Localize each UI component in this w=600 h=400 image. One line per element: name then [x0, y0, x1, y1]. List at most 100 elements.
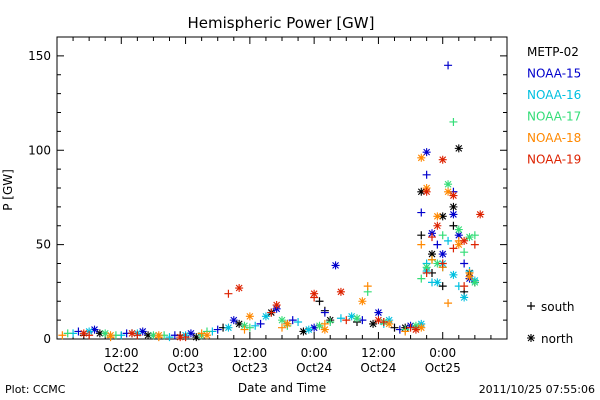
- data-point-north: [272, 301, 281, 310]
- data-point-south: [401, 327, 410, 336]
- data-point-north: [417, 153, 426, 162]
- data-point-south: [417, 208, 426, 217]
- data-point-south: [165, 333, 174, 342]
- footer-timestamp: 2011/10/25 07:55:06: [479, 383, 595, 396]
- data-point-north: [454, 225, 463, 234]
- data-point-north: [470, 278, 479, 287]
- data-point-north: [438, 155, 447, 164]
- data-point-south: [74, 327, 83, 336]
- data-point-south: [213, 325, 222, 334]
- data-point-north: [422, 187, 431, 196]
- data-point-south: [428, 233, 436, 242]
- data-point-south: [444, 299, 453, 308]
- data-point-north: [353, 314, 361, 323]
- data-points: [58, 61, 485, 342]
- footer-credit: Plot: CCMC: [5, 383, 66, 396]
- x-tick-date-label: Oct22: [103, 361, 139, 375]
- data-point-north: [460, 293, 469, 302]
- data-point-north: [192, 333, 201, 342]
- x-tick-date-label: Oct24: [360, 361, 396, 375]
- x-tick-date-label: Oct23: [168, 361, 204, 375]
- data-point-south: [85, 331, 94, 340]
- data-point-south: [278, 323, 286, 332]
- data-point-south: [422, 268, 431, 277]
- data-point-south: [326, 318, 335, 327]
- data-point-south: [320, 308, 329, 317]
- data-point-north: [95, 329, 104, 338]
- marker-legend: south north: [527, 300, 575, 346]
- x-tick-time-label: 0:00: [429, 346, 456, 360]
- data-point-south: [245, 323, 254, 332]
- data-point-south: [358, 316, 367, 325]
- data-point-north: [385, 319, 394, 328]
- data-point-north: [449, 191, 458, 200]
- data-point-north: [304, 325, 313, 334]
- data-point-south: [336, 314, 345, 323]
- data-point-north: [203, 331, 211, 340]
- x-tick-time-label: 0:00: [172, 346, 199, 360]
- marker-legend-south-label: south: [541, 300, 575, 314]
- data-point-north: [358, 297, 367, 306]
- data-point-south: [133, 331, 142, 340]
- legend-entry: NOAA-16: [527, 88, 581, 102]
- data-point-north: [336, 287, 345, 296]
- x-axis-label: Date and Time: [238, 381, 326, 395]
- data-point-north: [235, 284, 244, 293]
- data-point-south: [433, 240, 442, 249]
- data-point-south: [288, 316, 297, 325]
- data-point-north: [320, 325, 329, 334]
- data-point-north: [422, 263, 431, 272]
- data-point-north: [369, 319, 378, 328]
- data-point-north: [245, 312, 254, 321]
- data-point-north: [433, 221, 442, 230]
- data-point-south: [417, 231, 426, 240]
- data-point-south: [379, 318, 388, 327]
- x-tick-date-label: Oct25: [425, 361, 461, 375]
- data-point-north: [278, 316, 286, 325]
- chart-title: Hemispheric Power [GW]: [188, 14, 375, 32]
- data-point-south: [197, 329, 206, 338]
- data-point-south: [256, 319, 265, 328]
- data-point-north: [224, 323, 233, 332]
- data-point-north: [454, 240, 463, 249]
- data-point-north: [299, 327, 308, 336]
- data-point-south: [460, 248, 469, 257]
- data-point-north: [128, 329, 136, 338]
- data-point-south: [251, 321, 260, 330]
- data-point-north: [433, 259, 442, 268]
- data-point-north: [433, 278, 442, 287]
- data-point-south: [315, 297, 324, 306]
- data-point-north: [417, 323, 426, 332]
- legend-entry: NOAA-15: [527, 67, 581, 81]
- x-tick-time-label: 12:00: [104, 346, 139, 360]
- data-point-south: [417, 240, 426, 249]
- data-point-south: [449, 117, 458, 126]
- marker-legend-south-symbol: [527, 302, 535, 310]
- data-point-north: [417, 187, 426, 196]
- x-tick-time-label: 12:00: [233, 346, 268, 360]
- data-point-north: [444, 180, 453, 189]
- y-axis-label: P [GW]: [1, 169, 15, 211]
- y-tick-label: 100: [28, 143, 51, 157]
- marker-legend-north-label: north: [541, 332, 573, 346]
- data-point-north: [428, 250, 436, 259]
- data-point-north: [310, 289, 319, 298]
- data-point-north: [186, 329, 195, 338]
- data-point-north: [106, 331, 115, 340]
- legend-entry: NOAA-19: [527, 153, 581, 167]
- y-tick-label: 50: [36, 238, 51, 252]
- legend-entry: NOAA-17: [527, 110, 581, 124]
- data-point-south: [224, 289, 233, 298]
- data-point-north: [438, 212, 447, 221]
- data-point-south: [240, 325, 249, 334]
- data-point-south: [363, 282, 372, 291]
- data-point-north: [438, 250, 447, 259]
- data-point-north: [347, 312, 356, 321]
- x-axis: 12:00Oct220:00Oct2312:00Oct230:00Oct2412…: [56, 37, 508, 375]
- data-point-south: [406, 323, 415, 332]
- data-point-north: [283, 319, 292, 328]
- data-point-north: [454, 144, 463, 153]
- data-point-north: [374, 308, 383, 317]
- y-axis: 0 50 100 150: [28, 36, 507, 346]
- data-point-north: [315, 321, 324, 330]
